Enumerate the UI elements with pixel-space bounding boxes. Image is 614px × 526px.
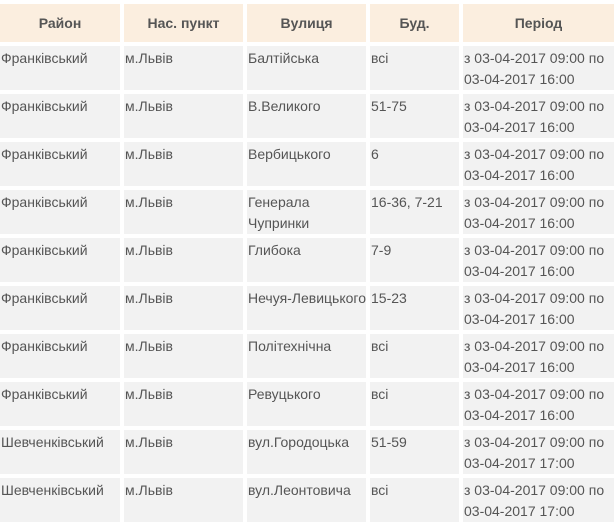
cell-street: Генерала Чупринки (247, 190, 366, 234)
table-row: Франківський м.Львів Ревуцького всі з 03-04-… (0, 382, 614, 426)
cell-settlement: м.Львів (124, 430, 243, 474)
cell-street: Балтійська (247, 46, 366, 90)
cell-period: з 03-04-2017 09:00 по 03-04-2017 16:00 (463, 46, 614, 90)
cell-building: всі (370, 334, 459, 378)
cell-settlement: м.Львів (124, 478, 243, 522)
cell-building: 6 (370, 142, 459, 186)
cell-settlement: м.Львів (124, 382, 243, 426)
cell-period: з 03-04-2017 09:00 по 03-04-2017 16:00 (463, 190, 614, 234)
cell-street: Нечуя-Левицького (247, 286, 366, 330)
column-header-period: Період (463, 4, 614, 42)
table-row: Франківський м.Львів В.Великого 51-75 з 03-0… (0, 94, 614, 138)
cell-settlement: м.Львів (124, 142, 243, 186)
cell-period: з 03-04-2017 09:00 по 03-04-2017 17:00 (463, 478, 614, 522)
cell-street: Глибока (247, 238, 366, 282)
cell-street: вул.Леонтовича (247, 478, 366, 522)
table-row: Шевченківський м.Львів вул.Леонтовича всі з … (0, 478, 614, 522)
cell-period: з 03-04-2017 09:00 по 03-04-2017 17:00 (463, 430, 614, 474)
column-header-settlement: Нас. пункт (124, 4, 243, 42)
cell-period: з 03-04-2017 09:00 по 03-04-2017 16:00 (463, 142, 614, 186)
table-row: Франківський м.Львів Вербицького 6 з 03-04-2… (0, 142, 614, 186)
cell-district: Франківський (0, 286, 120, 330)
cell-district: Франківський (0, 46, 120, 90)
cell-settlement: м.Львів (124, 190, 243, 234)
cell-district: Шевченківський (0, 430, 120, 474)
table-row: Франківський м.Львів Генерала Чупринки 16-3… (0, 190, 614, 234)
cell-street: В.Великого (247, 94, 366, 138)
table-body: Франківський м.Львів Балтійська всі з 03-04-… (0, 46, 614, 522)
cell-building: всі (370, 478, 459, 522)
cell-building: 16-36, 7-21 (370, 190, 459, 234)
cell-building: 7-9 (370, 238, 459, 282)
column-header-building: Буд. (370, 4, 459, 42)
cell-street: Політехнічна (247, 334, 366, 378)
header-row: Район Нас. пункт Вулиця Буд. Період (0, 4, 614, 42)
table-row: Шевченківський м.Львів вул.Городоцька 51-59… (0, 430, 614, 474)
cell-settlement: м.Львів (124, 238, 243, 282)
cell-period: з 03-04-2017 09:00 по 03-04-2017 16:00 (463, 382, 614, 426)
cell-period: з 03-04-2017 09:00 по 03-04-2017 16:00 (463, 94, 614, 138)
cell-settlement: м.Львів (124, 286, 243, 330)
cell-district: Франківський (0, 94, 120, 138)
table-row: Франківський м.Львів Нечуя-Левицького 15-23… (0, 286, 614, 330)
cell-period: з 03-04-2017 09:00 по 03-04-2017 16:00 (463, 286, 614, 330)
cell-period: з 03-04-2017 09:00 по 03-04-2017 16:00 (463, 238, 614, 282)
table-row: Франківський м.Львів Глибока 7-9 з 03-04-201… (0, 238, 614, 282)
cell-building: 51-59 (370, 430, 459, 474)
cell-building: 51-75 (370, 94, 459, 138)
cell-settlement: м.Львів (124, 46, 243, 90)
column-header-street: Вулиця (247, 4, 366, 42)
table-row: Франківський м.Львів Політехнічна всі з 03-0… (0, 334, 614, 378)
cell-building: 15-23 (370, 286, 459, 330)
cell-settlement: м.Львів (124, 94, 243, 138)
cell-district: Франківський (0, 190, 120, 234)
table-row: Франківський м.Львів Балтійська всі з 03-04-… (0, 46, 614, 90)
cell-district: Франківський (0, 238, 120, 282)
cell-street: Ревуцького (247, 382, 366, 426)
cell-settlement: м.Львів (124, 334, 243, 378)
cell-district: Франківський (0, 142, 120, 186)
cell-building: всі (370, 46, 459, 90)
cell-district: Франківський (0, 334, 120, 378)
column-header-district: Район (0, 4, 120, 42)
cell-district: Шевченківський (0, 478, 120, 522)
cell-street: вул.Городоцька (247, 430, 366, 474)
cell-building: всі (370, 382, 459, 426)
cell-district: Франківський (0, 382, 120, 426)
cell-period: з 03-04-2017 09:00 по 03-04-2017 16:00 (463, 334, 614, 378)
cell-street: Вербицького (247, 142, 366, 186)
